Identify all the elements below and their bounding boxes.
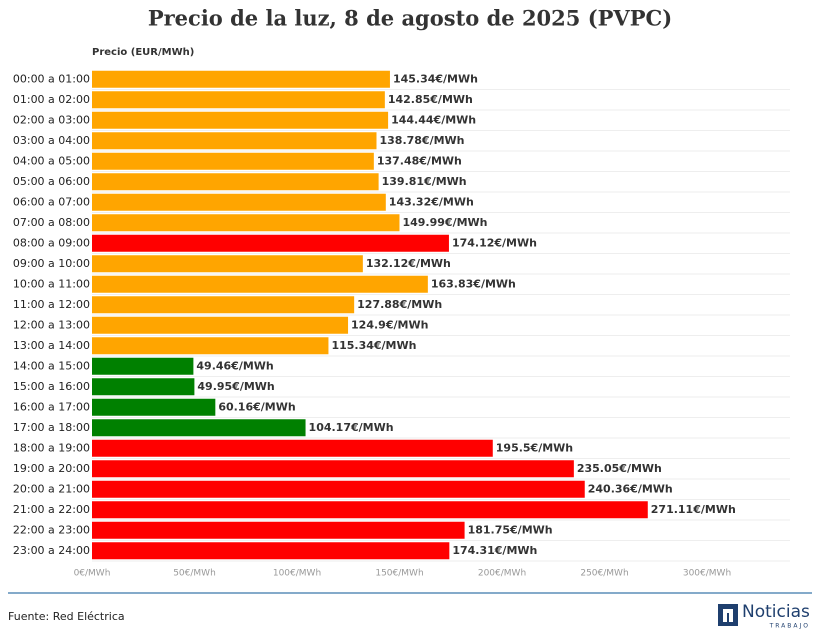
value-label: 142.85€/MWh: [388, 93, 473, 106]
bar: [92, 111, 389, 129]
bar: [92, 398, 216, 416]
bar: [92, 296, 355, 314]
category-label: 20:00 a 21:00: [13, 482, 90, 495]
category-label: 17:00 a 18:00: [13, 421, 90, 434]
value-label: 144.44€/MWh: [391, 113, 476, 126]
bar: [92, 275, 428, 293]
bar: [92, 480, 585, 498]
value-label: 174.12€/MWh: [452, 236, 537, 249]
category-label: 03:00 a 04:00: [13, 134, 90, 147]
logo-sub: TRABAJO: [769, 623, 810, 630]
value-label: 240.36€/MWh: [588, 482, 673, 495]
value-label: 60.16€/MWh: [218, 400, 295, 413]
category-label: 15:00 a 16:00: [13, 380, 90, 393]
category-label: 00:00 a 01:00: [13, 72, 90, 85]
bar: [92, 501, 648, 519]
category-label: 04:00 a 05:00: [13, 154, 90, 167]
logo-icon: [718, 604, 738, 626]
value-label: 49.46€/MWh: [196, 359, 273, 372]
value-label: 149.99€/MWh: [402, 216, 487, 229]
x-tick-label: 0€/MWh: [74, 569, 111, 579]
category-label: 10:00 a 11:00: [13, 277, 90, 290]
x-tick-label: 50€/MWh: [173, 569, 216, 579]
x-tick-label: 200€/MWh: [478, 569, 526, 579]
value-label: 181.75€/MWh: [468, 523, 553, 536]
bar: [92, 460, 574, 478]
logo-glyph: [723, 609, 733, 622]
x-tick-label: 250€/MWh: [580, 569, 628, 579]
value-label: 145.34€/MWh: [393, 72, 478, 85]
category-label: 23:00 a 24:00: [13, 544, 90, 557]
chart-title: Precio de la luz, 8 de agosto de 2025 (P…: [148, 6, 672, 31]
value-label: 115.34€/MWh: [331, 339, 416, 352]
value-label: 174.31€/MWh: [452, 544, 537, 557]
value-label: 139.81€/MWh: [382, 175, 467, 188]
value-label: 163.83€/MWh: [431, 277, 516, 290]
bar: [92, 542, 450, 560]
bar: [92, 419, 306, 437]
bar: [92, 357, 194, 375]
value-label: 138.78€/MWh: [379, 134, 464, 147]
category-label: 19:00 a 20:00: [13, 462, 90, 475]
category-label: 09:00 a 10:00: [13, 257, 90, 270]
category-label: 18:00 a 19:00: [13, 441, 90, 454]
bar: [92, 91, 385, 109]
category-label: 01:00 a 02:00: [13, 93, 90, 106]
value-label: 49.95€/MWh: [197, 380, 274, 393]
category-label: 13:00 a 14:00: [13, 339, 90, 352]
bar: [92, 173, 379, 191]
value-label: 143.32€/MWh: [389, 195, 474, 208]
bar: [92, 214, 400, 232]
bar: [92, 152, 374, 170]
bar: [92, 337, 329, 355]
category-label: 22:00 a 23:00: [13, 523, 90, 536]
axis-label: Precio (EUR/MWh): [92, 47, 194, 58]
category-label: 08:00 a 09:00: [13, 236, 90, 249]
category-label: 16:00 a 17:00: [13, 400, 90, 413]
bar: [92, 70, 390, 88]
category-label: 06:00 a 07:00: [13, 195, 90, 208]
logo-name: Noticias: [742, 602, 810, 622]
category-label: 21:00 a 22:00: [13, 503, 90, 516]
value-label: 235.05€/MWh: [577, 462, 662, 475]
value-label: 124.9€/MWh: [351, 318, 428, 331]
category-label: 12:00 a 13:00: [13, 318, 90, 331]
source: Fuente: Red Eléctrica: [8, 610, 125, 623]
bar: [92, 521, 465, 539]
value-label: 195.5€/MWh: [496, 441, 573, 454]
category-label: 07:00 a 08:00: [13, 216, 90, 229]
category-label: 02:00 a 03:00: [13, 113, 90, 126]
x-tick-label: 100€/MWh: [273, 569, 321, 579]
value-label: 127.88€/MWh: [357, 298, 442, 311]
bar: [92, 439, 493, 457]
value-label: 132.12€/MWh: [366, 257, 451, 270]
category-label: 05:00 a 06:00: [13, 175, 90, 188]
value-label: 271.11€/MWh: [651, 503, 736, 516]
category-label: 11:00 a 12:00: [13, 298, 90, 311]
bar: [92, 132, 377, 150]
bar: [92, 255, 363, 273]
value-label: 104.17€/MWh: [309, 421, 394, 434]
bar: [92, 378, 195, 396]
bar: [92, 193, 386, 211]
bar: [92, 234, 449, 252]
bar: [92, 316, 349, 334]
value-label: 137.48€/MWh: [377, 154, 462, 167]
category-label: 14:00 a 15:00: [13, 359, 90, 372]
x-tick-label: 150€/MWh: [375, 569, 423, 579]
x-tick-label: 300€/MWh: [683, 569, 731, 579]
